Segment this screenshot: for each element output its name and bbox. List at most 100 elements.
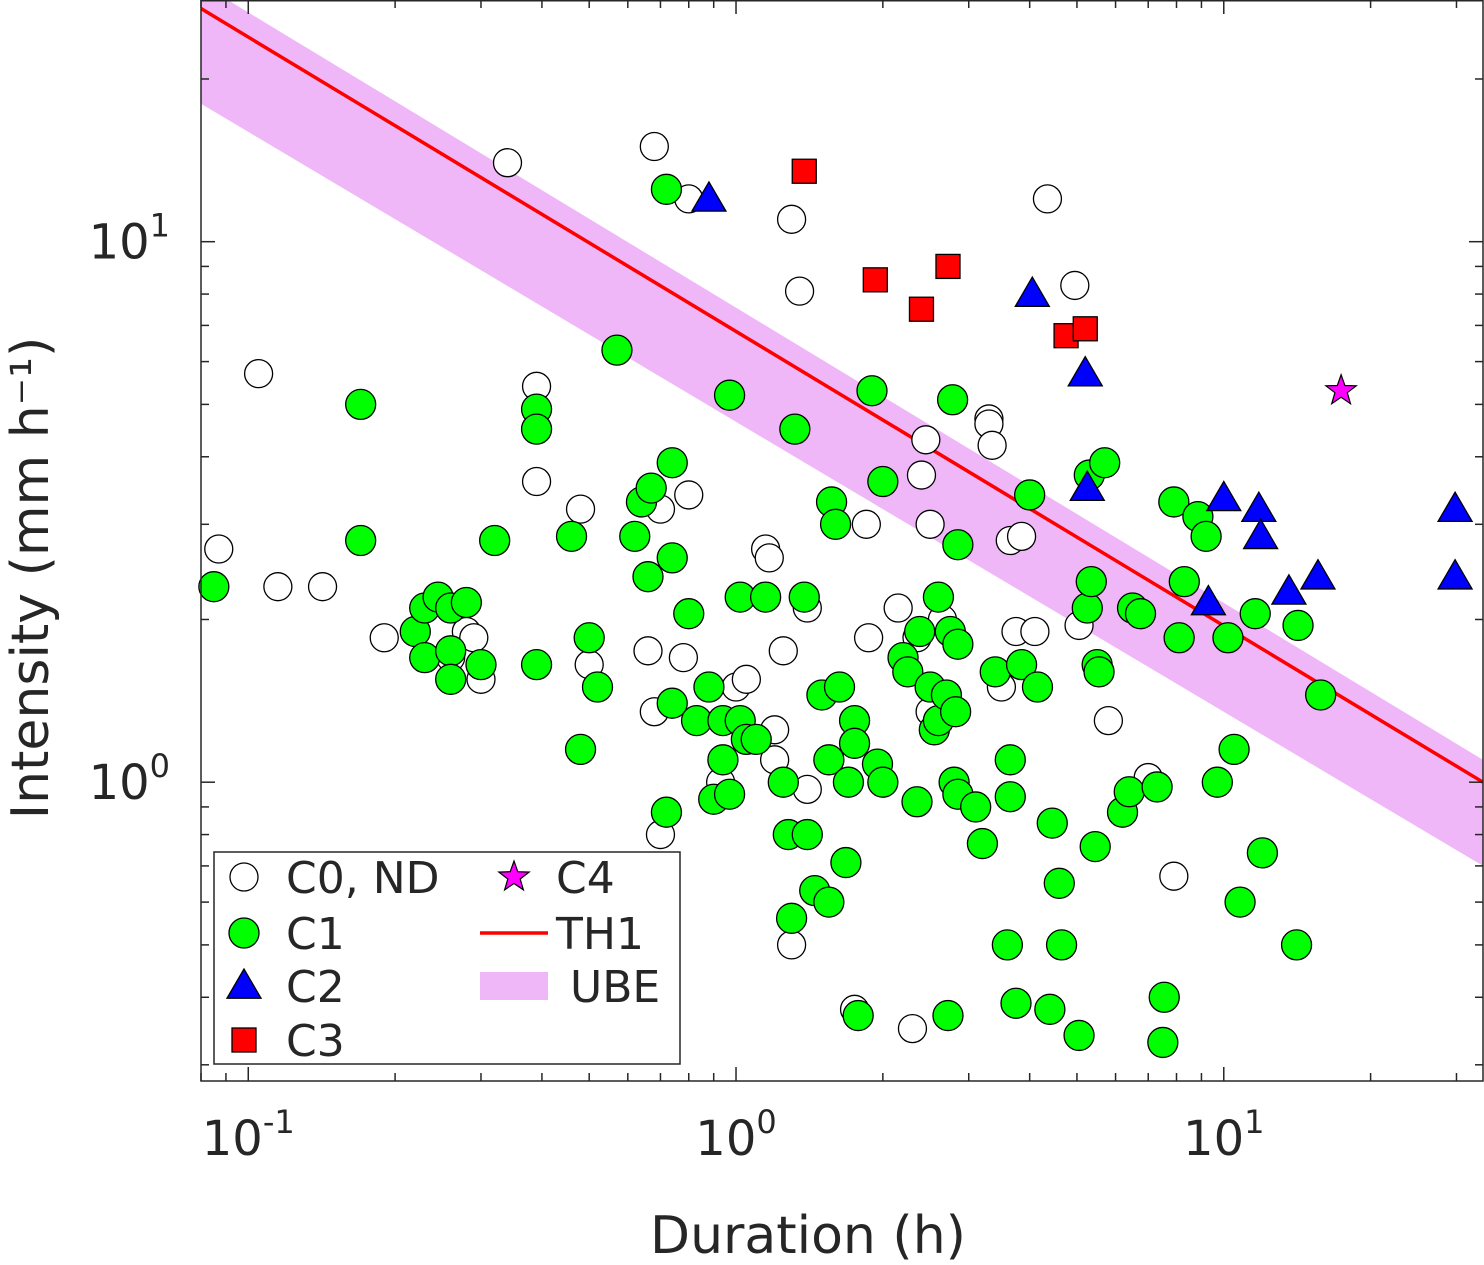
c1-point bbox=[823, 671, 856, 703]
c0-point bbox=[1159, 861, 1189, 891]
c0-point bbox=[977, 430, 1007, 460]
c2-point bbox=[1205, 480, 1242, 512]
c1-point bbox=[479, 524, 511, 557]
legend-label: TH1 bbox=[555, 909, 644, 960]
c1-point bbox=[1218, 733, 1250, 766]
c0-point bbox=[307, 572, 338, 602]
tick-labels-layer: 10-1 100 101 100 101 bbox=[89, 207, 1265, 1167]
legend-marker bbox=[228, 917, 260, 949]
c1-point bbox=[564, 733, 597, 766]
c1-point bbox=[345, 388, 377, 421]
c1-point bbox=[1148, 981, 1180, 1013]
y-axis-label: Intensity (mm h⁻¹) bbox=[1, 337, 61, 820]
c1-point bbox=[650, 173, 683, 205]
c1-point bbox=[901, 786, 933, 818]
c1-point bbox=[767, 766, 799, 798]
c2-point bbox=[1436, 490, 1474, 523]
c2-point bbox=[1067, 355, 1104, 387]
c1-point bbox=[960, 791, 992, 823]
c1-point bbox=[573, 622, 605, 654]
c1-point bbox=[1158, 486, 1190, 518]
c3-point bbox=[908, 296, 935, 322]
legend-item: C4 bbox=[497, 853, 615, 904]
c1-point bbox=[656, 542, 688, 574]
c0-point bbox=[768, 636, 798, 666]
c0-point bbox=[784, 276, 815, 306]
c1-point bbox=[1063, 1019, 1095, 1052]
c2-point bbox=[1436, 558, 1474, 590]
c1-point bbox=[942, 529, 974, 561]
legend-marker bbox=[229, 862, 259, 892]
c0-point bbox=[897, 1013, 928, 1044]
legend-item: C0, ND bbox=[229, 853, 439, 904]
c1-point bbox=[856, 375, 888, 407]
c0-point bbox=[1020, 616, 1050, 647]
c1-point bbox=[601, 334, 633, 366]
th1-line bbox=[200, 7, 1484, 784]
ube-band bbox=[201, 0, 1483, 866]
c1-point bbox=[994, 744, 1026, 776]
c1-point bbox=[779, 413, 811, 445]
c1-point bbox=[1071, 592, 1103, 624]
c1-point bbox=[680, 704, 713, 737]
c1-point bbox=[813, 886, 845, 918]
c1-point bbox=[1212, 622, 1244, 654]
c3-point bbox=[862, 267, 888, 293]
c1-point bbox=[939, 696, 972, 728]
c0-point bbox=[776, 930, 807, 960]
c0-point bbox=[1060, 270, 1090, 301]
c1-point bbox=[1147, 1026, 1179, 1059]
c1-point bbox=[1190, 520, 1222, 552]
c1-point bbox=[713, 778, 746, 810]
c1-point bbox=[936, 384, 969, 416]
c1-point bbox=[904, 615, 936, 648]
c2-point bbox=[1014, 275, 1051, 307]
c0-point bbox=[883, 593, 913, 623]
c1-point bbox=[922, 581, 955, 613]
c1-point bbox=[650, 796, 683, 828]
c1-point bbox=[693, 671, 725, 703]
legend-item: C3 bbox=[231, 1016, 345, 1067]
c1-point bbox=[198, 571, 230, 603]
c1-point bbox=[520, 648, 553, 681]
legend-box bbox=[213, 851, 681, 1065]
c1-point bbox=[345, 524, 377, 557]
c1-point bbox=[1089, 447, 1121, 479]
c0-point bbox=[911, 425, 941, 455]
c0-point bbox=[492, 148, 523, 178]
c1-point bbox=[673, 598, 705, 630]
c2-point bbox=[1270, 573, 1308, 605]
c1-point bbox=[581, 671, 614, 703]
c1-point bbox=[1000, 987, 1032, 1019]
legend-label: C4 bbox=[556, 853, 615, 904]
c3-point bbox=[1072, 316, 1098, 342]
c0-point bbox=[915, 509, 945, 539]
c1-point bbox=[832, 766, 865, 798]
c1-point bbox=[1124, 598, 1157, 630]
c0-point bbox=[1032, 184, 1063, 214]
c1-point bbox=[749, 581, 782, 613]
legend-band-swatch bbox=[480, 972, 548, 1000]
c2-point bbox=[690, 180, 728, 212]
c0-point bbox=[851, 509, 881, 539]
c1-point bbox=[1224, 886, 1256, 918]
c0-point bbox=[369, 623, 399, 653]
c0-point bbox=[639, 131, 669, 162]
c0-point bbox=[731, 664, 762, 694]
c0-point bbox=[1093, 705, 1124, 736]
y-tick-label: 101 bbox=[89, 207, 170, 271]
c1-point bbox=[979, 656, 1011, 688]
c0-point bbox=[204, 534, 234, 564]
legend-label: UBE bbox=[570, 962, 660, 1013]
th1-line-layer bbox=[200, 7, 1484, 784]
c1-point bbox=[707, 744, 739, 776]
c0-point bbox=[853, 623, 884, 653]
ube-band-layer bbox=[201, 0, 1483, 866]
plot-frame bbox=[200, 0, 1484, 1082]
legend-marker bbox=[231, 1027, 257, 1053]
c1-point bbox=[830, 846, 862, 879]
c1-point bbox=[788, 581, 820, 613]
c0-point bbox=[668, 642, 699, 673]
c1-point bbox=[1113, 776, 1145, 808]
